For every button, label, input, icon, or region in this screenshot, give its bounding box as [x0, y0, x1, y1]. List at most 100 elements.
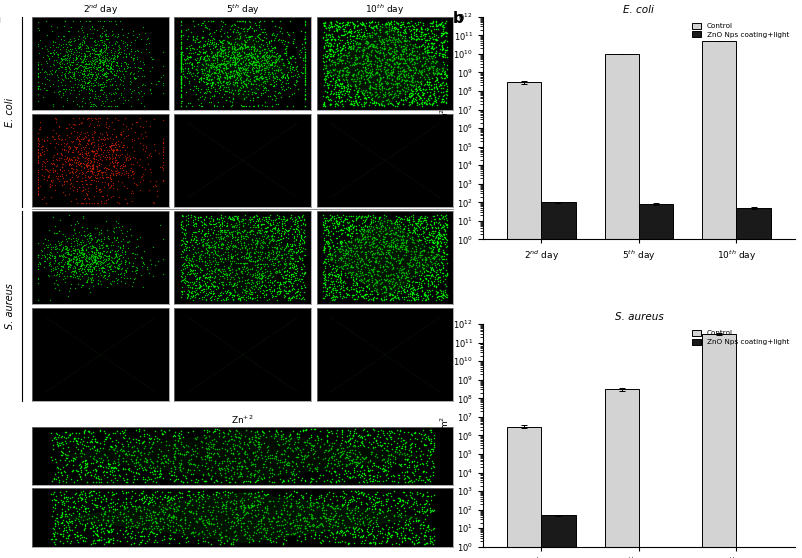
Point	[358, 59, 371, 68]
Point	[316, 470, 329, 479]
Point	[439, 86, 452, 95]
Point	[191, 214, 204, 223]
Point	[85, 437, 98, 446]
Point	[227, 241, 240, 250]
Point	[47, 163, 59, 172]
Point	[376, 460, 389, 469]
Point	[67, 157, 80, 166]
Point	[330, 92, 342, 101]
Point	[391, 79, 404, 88]
Point	[271, 65, 284, 74]
Point	[134, 538, 147, 547]
Point	[273, 456, 286, 465]
Point	[349, 462, 362, 471]
Point	[388, 42, 401, 51]
Point	[199, 432, 212, 441]
Point	[327, 282, 340, 291]
Point	[291, 286, 304, 295]
Point	[70, 55, 83, 64]
Point	[145, 88, 158, 97]
Point	[202, 240, 215, 249]
Point	[77, 55, 90, 64]
Point	[283, 443, 296, 452]
Point	[427, 44, 439, 52]
Point	[341, 247, 354, 256]
Point	[390, 291, 403, 300]
Point	[277, 434, 290, 443]
Point	[377, 235, 390, 244]
Point	[435, 44, 448, 53]
Point	[415, 90, 428, 99]
Point	[181, 523, 194, 532]
Point	[106, 139, 119, 148]
Point	[367, 252, 379, 261]
Point	[200, 246, 213, 254]
Point	[98, 163, 111, 172]
Point	[128, 59, 140, 68]
Point	[174, 76, 187, 85]
Point	[436, 29, 449, 38]
Point	[358, 224, 371, 233]
Point	[176, 247, 189, 256]
Point	[142, 497, 155, 506]
Point	[375, 19, 387, 28]
Point	[431, 265, 444, 274]
Point	[423, 236, 435, 245]
Point	[49, 229, 62, 238]
Point	[270, 30, 283, 39]
Point	[344, 43, 357, 52]
Point	[411, 534, 423, 543]
Point	[296, 294, 309, 302]
Point	[67, 70, 80, 79]
Point	[73, 136, 86, 145]
Point	[440, 223, 453, 232]
Point	[322, 237, 334, 246]
Point	[374, 263, 387, 272]
Point	[49, 458, 62, 466]
Point	[60, 523, 73, 532]
Point	[120, 227, 133, 236]
Point	[431, 280, 444, 288]
Point	[238, 244, 251, 253]
Point	[184, 288, 197, 297]
Point	[186, 34, 199, 43]
Point	[59, 242, 72, 251]
Point	[95, 50, 107, 59]
Point	[174, 50, 187, 59]
Point	[391, 19, 403, 28]
Point	[330, 233, 342, 242]
Point	[398, 211, 411, 220]
Point	[253, 432, 266, 441]
Point	[226, 78, 239, 86]
Point	[290, 244, 302, 253]
Point	[195, 491, 208, 500]
Point	[354, 497, 367, 506]
Point	[61, 248, 74, 257]
Point	[176, 478, 189, 487]
Point	[205, 519, 217, 528]
Point	[206, 282, 219, 291]
Point	[385, 532, 398, 541]
Point	[406, 97, 419, 105]
Point	[65, 241, 78, 250]
Point	[399, 267, 411, 276]
Point	[83, 77, 95, 86]
Point	[181, 487, 194, 496]
Point	[377, 262, 390, 271]
Point	[253, 264, 266, 273]
Point	[53, 63, 66, 72]
Point	[73, 240, 86, 249]
Point	[386, 293, 399, 302]
Point	[270, 521, 283, 530]
Point	[156, 429, 168, 437]
Point	[77, 250, 90, 259]
Point	[274, 431, 287, 440]
Point	[229, 65, 242, 74]
Point	[211, 50, 224, 59]
Point	[96, 21, 109, 30]
Point	[122, 169, 135, 177]
Point	[224, 60, 237, 69]
Point	[325, 453, 338, 462]
Point	[61, 55, 74, 64]
Point	[431, 276, 444, 285]
